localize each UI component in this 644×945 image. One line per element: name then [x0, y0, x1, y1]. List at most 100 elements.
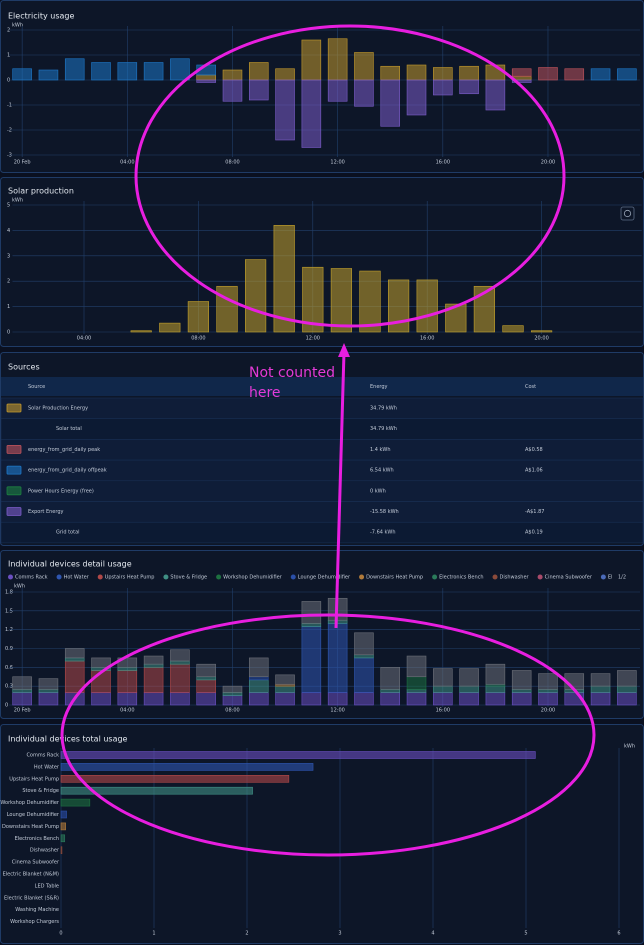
legend-label: Electronics Bench — [439, 575, 483, 581]
bar — [564, 68, 585, 81]
bar — [275, 692, 295, 706]
bar — [91, 657, 111, 668]
bar — [38, 692, 59, 706]
y-tick-label: Electric Blanket (S&R) — [4, 895, 59, 901]
bar — [117, 670, 138, 693]
bar — [485, 692, 506, 706]
bar — [538, 689, 558, 693]
bar — [222, 685, 243, 693]
bar — [511, 79, 532, 83]
y-tick-label: Stove & Fridge — [22, 788, 59, 794]
bar — [130, 330, 152, 333]
y-tick-label: -3 — [7, 153, 12, 159]
bar — [187, 301, 209, 333]
y-tick-label: 0 — [7, 78, 10, 84]
bar — [617, 685, 637, 693]
bar — [485, 79, 506, 111]
arrow — [334, 351, 346, 629]
bar — [354, 654, 374, 659]
refresh-button[interactable] — [620, 206, 635, 221]
x-tick-label: 12:00 — [306, 336, 320, 342]
legend-swatch — [432, 574, 438, 580]
legend-swatch — [492, 574, 498, 580]
bar — [511, 689, 532, 693]
bar — [60, 751, 536, 759]
legend-label: Workshop Dehumidifier — [223, 575, 283, 581]
y-tick-label: 0.6 — [5, 665, 13, 671]
y-tick-label: 0 — [5, 703, 8, 709]
bar — [459, 692, 479, 706]
bar — [143, 692, 164, 706]
table-cell: 1.4 kWh — [370, 447, 391, 453]
bar — [60, 822, 66, 831]
bar — [91, 62, 111, 81]
y-tick-label: 1 — [7, 304, 10, 310]
bar — [196, 79, 216, 83]
bar — [170, 58, 190, 81]
bar — [196, 74, 216, 81]
y-tick-label: 0.3 — [5, 684, 13, 690]
y-tick-label: Comms Rack — [26, 753, 59, 759]
color-swatch — [6, 403, 22, 413]
legend-label: Dishwasher — [500, 575, 530, 581]
bar — [327, 623, 348, 693]
bar — [433, 685, 453, 693]
highlight-overlay — [60, 24, 596, 857]
bar — [273, 225, 295, 333]
bar — [275, 674, 295, 685]
bar — [60, 786, 253, 795]
y-tick-label: Workshop Chargers — [10, 919, 59, 925]
bar — [406, 655, 427, 678]
x-tick-label: 0 — [59, 931, 62, 937]
y-tick-label: Dishwasher — [30, 848, 60, 854]
bar — [617, 670, 637, 687]
y-tick-label: 5 — [7, 203, 10, 209]
bar — [380, 689, 400, 693]
y-tick-label: Washing Machine — [15, 907, 59, 913]
table-cell: Solar Production Energy — [28, 406, 88, 412]
axis-unit: kWh — [14, 584, 25, 590]
y-tick-label: 2 — [7, 279, 10, 285]
y-tick-label: Electric Blanket (N&M) — [3, 872, 59, 878]
x-tick-label: 12:00 — [330, 708, 344, 714]
y-tick-label: 1.8 — [5, 590, 13, 596]
y-tick-label: 1.5 — [5, 608, 13, 614]
x-tick-label: 20:00 — [534, 336, 548, 342]
bar — [64, 58, 85, 81]
bar — [433, 692, 453, 706]
table-row — [0, 480, 644, 502]
bar — [502, 325, 524, 333]
annotation: Not counted here — [249, 365, 335, 401]
x-tick-label: 16:00 — [436, 708, 450, 714]
bar — [302, 266, 324, 333]
bar — [170, 663, 190, 693]
bar — [12, 676, 32, 690]
card-title: Individual devices total usage — [8, 735, 128, 744]
y-tick-label: 1 — [7, 53, 10, 59]
table-cell: A$0.58 — [525, 447, 543, 453]
x-tick-label: 20 Feb — [14, 708, 31, 714]
x-tick-label: 1 — [152, 931, 155, 937]
column-header: Source — [28, 384, 45, 390]
y-tick-label: 0.9 — [5, 646, 13, 652]
bar — [143, 62, 164, 81]
y-tick-label: Cinema Subwoofer — [12, 860, 60, 866]
legend-pager: 1/2 — [618, 575, 626, 581]
bar — [538, 67, 558, 81]
legend-label: Upstairs Heat Pump — [105, 575, 155, 581]
table-cell: Export Energy — [28, 509, 64, 515]
bar — [354, 632, 374, 656]
color-swatch — [6, 465, 22, 475]
bar — [416, 279, 438, 333]
y-tick-label: 4 — [7, 228, 10, 234]
table-cell: 6.54 kWh — [370, 468, 394, 474]
table-cell: Power Hours Energy (free) — [28, 488, 94, 494]
bar — [159, 322, 181, 333]
bar — [38, 69, 59, 81]
y-tick-label: 1.2 — [5, 627, 13, 633]
legend-label: Cinema Subwoofer — [545, 575, 593, 581]
legend-swatch — [163, 574, 169, 580]
table-cell: energy_from_grid_daily offpeak — [28, 468, 107, 474]
table-cell: energy_from_grid_daily peak — [28, 447, 100, 453]
